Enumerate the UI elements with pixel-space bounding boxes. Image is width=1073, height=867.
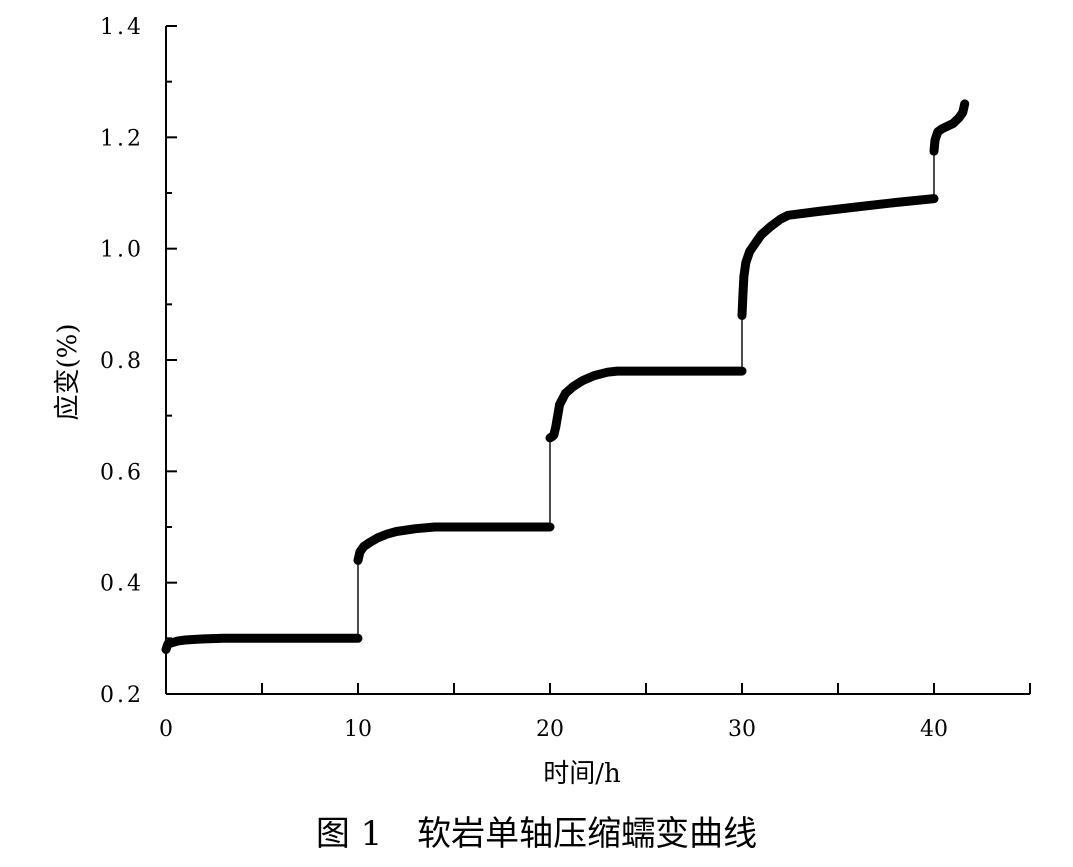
figure-caption: 图 1 软岩单轴压缩蠕变曲线 <box>0 806 1073 855</box>
figure-title: 软岩单轴压缩蠕变曲线 <box>417 814 758 854</box>
strain-curve-segment <box>737 194 939 320</box>
y-tick-label: 0.6 <box>100 460 144 485</box>
strain-curve-segment <box>353 522 555 565</box>
x-tick-label: 30 <box>728 717 756 742</box>
creep-chart: 0.2 0.4 0.6 0.8 1.0 1.2 1.4 0 10 20 30 40 时间/h 应变(… <box>53 15 1031 789</box>
series-layer <box>161 99 970 654</box>
axes <box>165 26 1030 695</box>
x-tick-label: 20 <box>536 717 564 742</box>
strain-curve-segment <box>545 366 747 443</box>
x-tick-label: 0 <box>159 717 173 742</box>
y-tick-label: 0.4 <box>100 572 144 597</box>
y-tick-label: 1.0 <box>100 238 144 263</box>
x-tick-label: 40 <box>920 717 948 742</box>
x-tick-label: 10 <box>344 717 372 742</box>
strain-curve-segment <box>929 99 970 156</box>
y-tick-label: 0.2 <box>100 683 144 708</box>
y-tick-label: 1.4 <box>100 15 144 40</box>
y-axis-ticks: 0.2 0.4 0.6 0.8 1.0 1.2 1.4 <box>100 15 177 708</box>
y-axis-title: 应变(%) <box>53 324 83 421</box>
strain-curve-segment <box>161 633 363 654</box>
x-axis-ticks: 0 10 20 30 40 <box>159 683 1031 742</box>
y-tick-label: 0.8 <box>100 349 144 374</box>
figure-number: 图 1 <box>315 814 383 854</box>
x-axis-title: 时间/h <box>543 759 621 789</box>
y-tick-label: 1.2 <box>100 126 144 151</box>
